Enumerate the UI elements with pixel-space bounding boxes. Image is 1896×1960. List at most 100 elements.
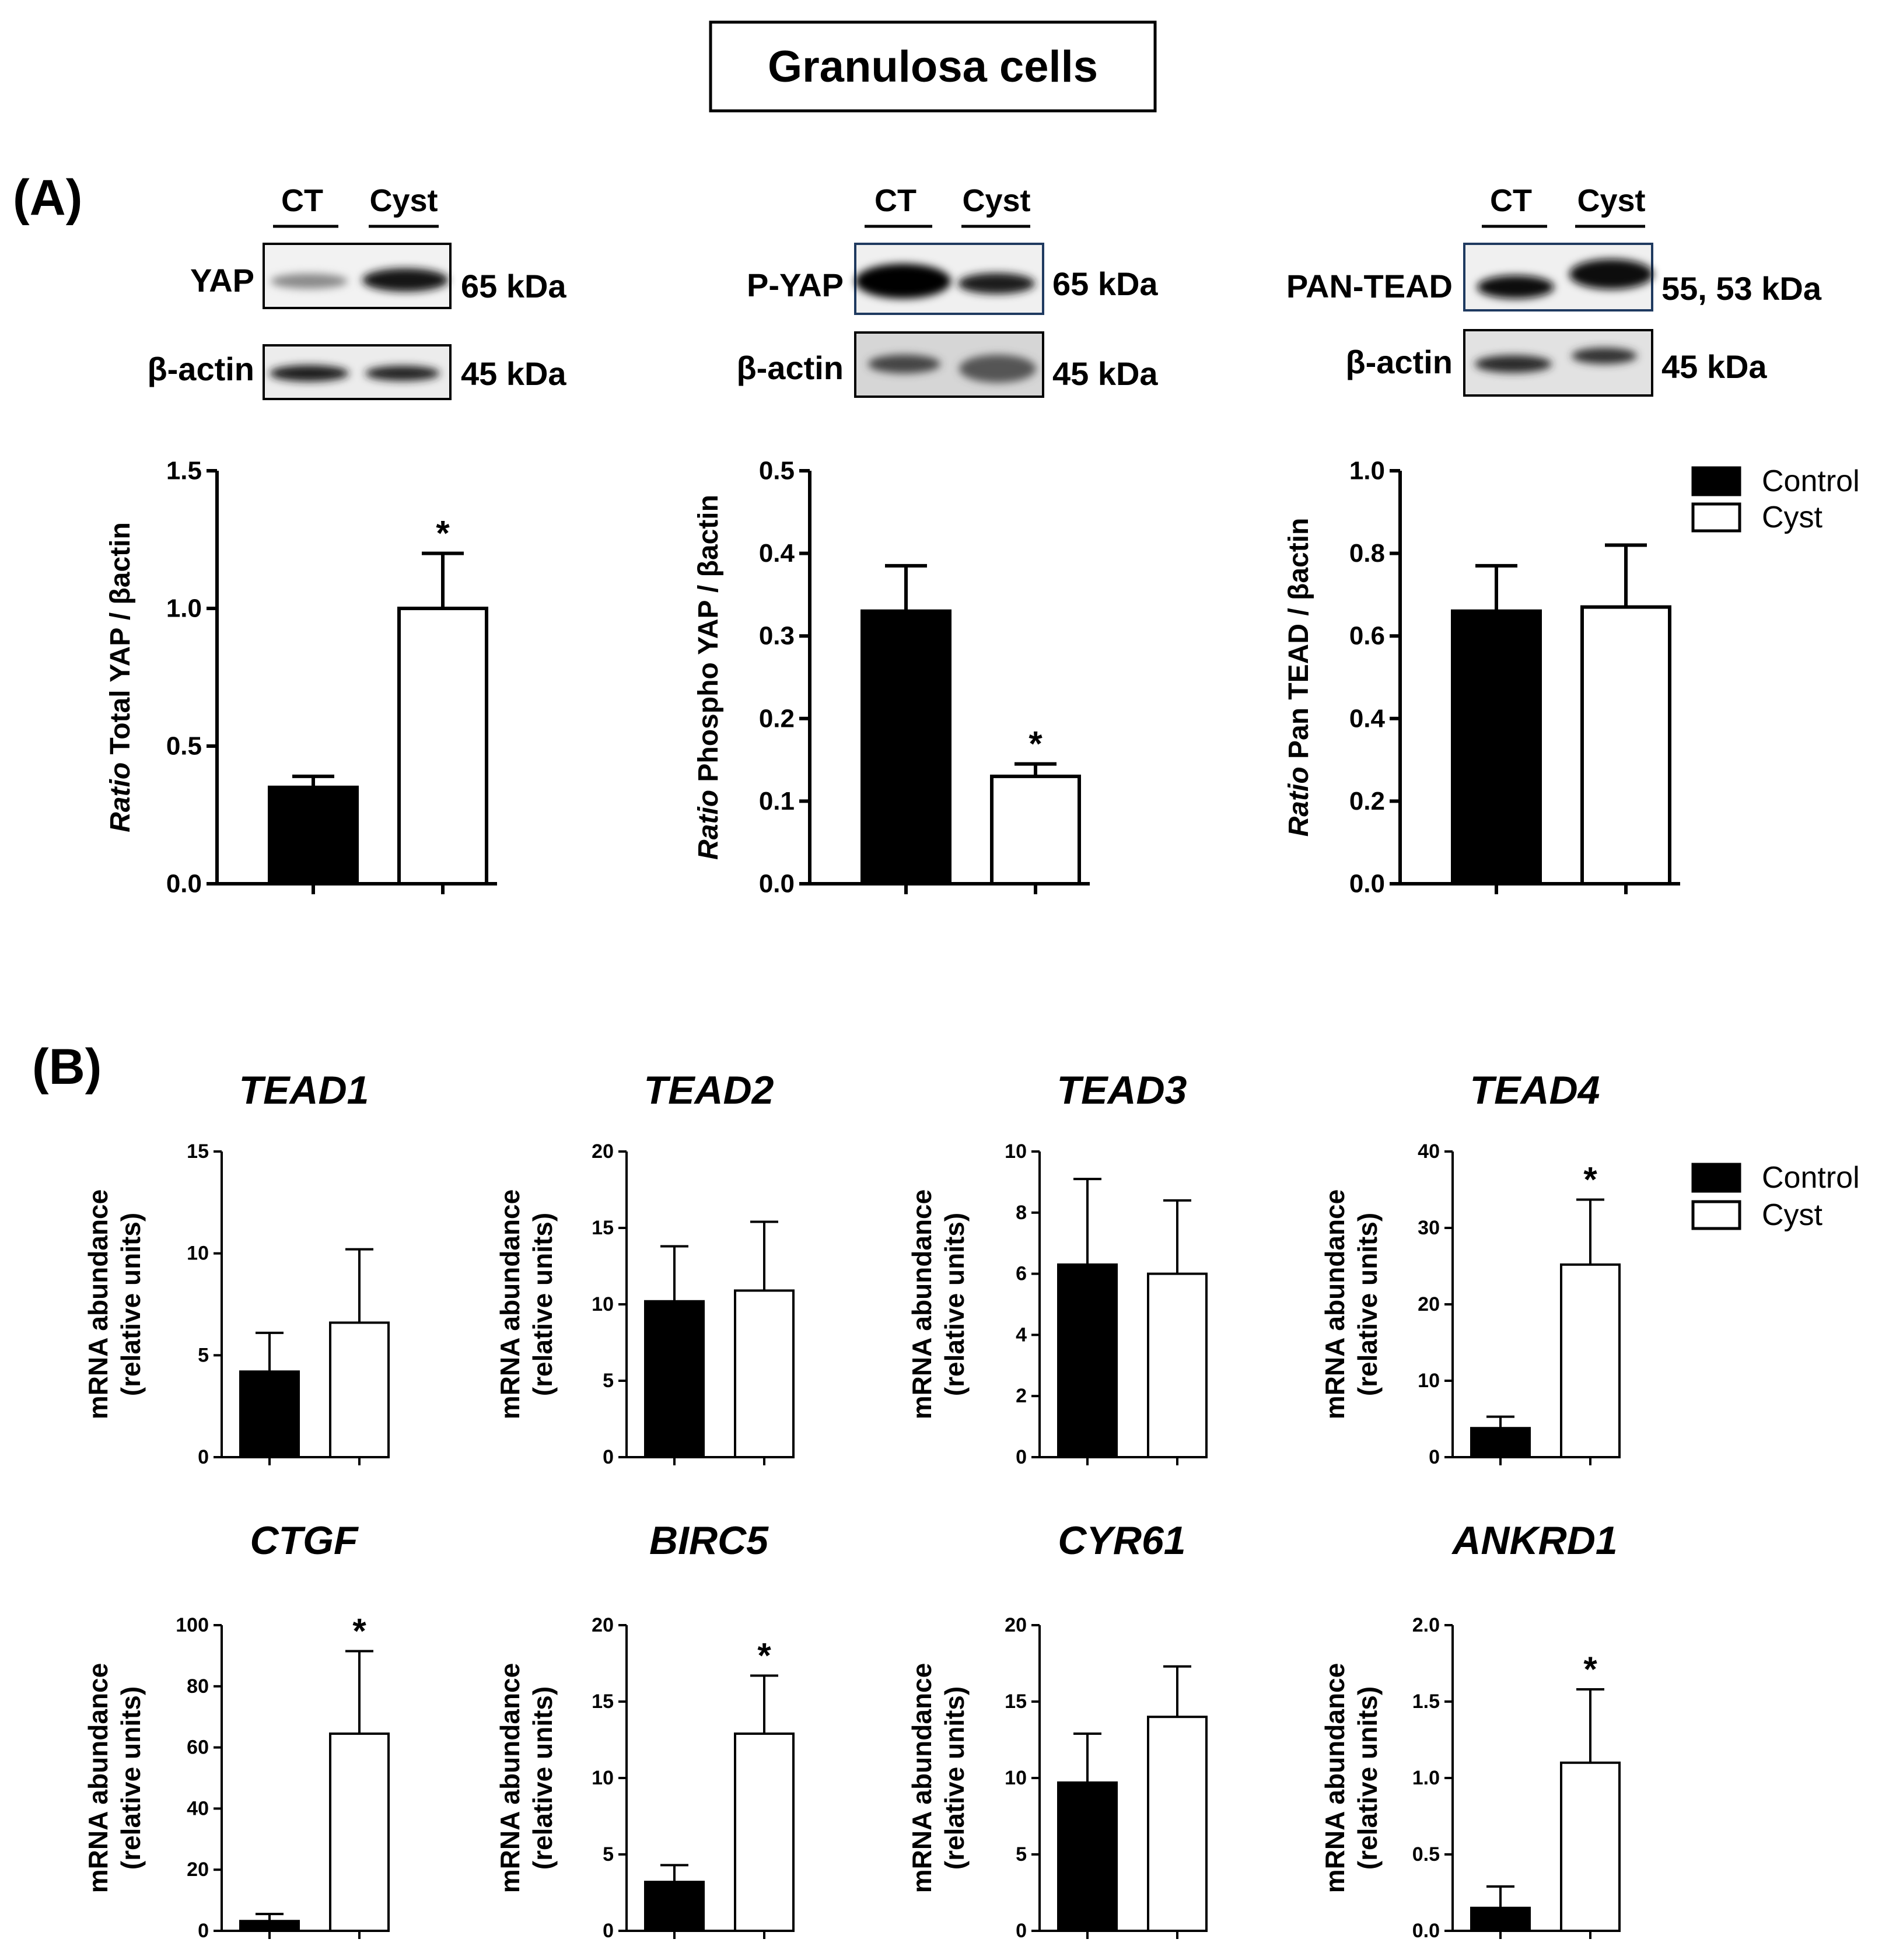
bar-cyst [734, 1289, 795, 1458]
bar-cyst [1560, 1263, 1621, 1458]
y-axis-label: mRNA abundance [495, 1189, 525, 1419]
chart-ctgf: CTGF 0 20 40 60 80 100 mRNA abundance (relative … [83, 1518, 390, 1942]
blot-lane-ct: CT [1490, 183, 1532, 218]
blot-lane-cyst: Cyst [369, 183, 438, 218]
bar-control [860, 609, 952, 886]
chart-birc5: BIRC5 0 5 10 15 20 mRNA abundance (relative uni… [495, 1518, 795, 1942]
blot-band [959, 355, 1036, 383]
blot-kda-label: 65 kDa [1052, 265, 1158, 302]
significance-marker: * [757, 1636, 771, 1675]
y-tick-label: 0 [1016, 1446, 1027, 1468]
blot-band [271, 274, 348, 289]
y-tick-label: 60 [187, 1737, 209, 1759]
y-tick-label: 10 [592, 1293, 614, 1315]
y-tick-label: 1.5 [166, 457, 202, 485]
y-axis-label-units: (relative units) [1352, 1213, 1383, 1396]
y-tick-label: 0 [1429, 1446, 1440, 1468]
blot-band [1572, 348, 1637, 364]
blot-band [270, 365, 349, 382]
significance-marker: * [1583, 1650, 1597, 1689]
y-tick-label: 1.5 [1412, 1690, 1440, 1713]
y-tick-label: 15 [187, 1140, 209, 1163]
panel-label-a: (A) [13, 170, 82, 226]
legend-label-cyst: Cyst [1762, 1198, 1823, 1232]
blot-protein-label: P-YAP [747, 267, 844, 303]
y-axis-label-ratio: Ratio [1283, 759, 1314, 836]
y-tick-label: 10 [1005, 1767, 1027, 1789]
blot-band [855, 264, 951, 299]
bar-cyst [1147, 1716, 1208, 1932]
y-tick-label: 10 [187, 1242, 209, 1265]
y-tick-label: 20 [1005, 1614, 1027, 1636]
western-blot-yap: CT Cyst YAP 65 kDa β-actin 45 kDa [147, 183, 566, 400]
blot-kda-label: 55, 53 kDa [1661, 270, 1822, 307]
legend-label-control: Control [1762, 1161, 1860, 1195]
legend-label-cyst: Cyst [1762, 501, 1823, 534]
blot-lane-cyst: Cyst [962, 183, 1030, 218]
significance-marker: * [1029, 724, 1043, 764]
y-axis-label: mRNA abundance [495, 1663, 525, 1893]
y-tick-label: 40 [187, 1797, 209, 1819]
blot-band [958, 273, 1035, 294]
y-tick-label: 6 [1016, 1263, 1027, 1285]
chart-tead3: TEAD3 0 2 4 6 8 10 mRNA abundance (relative unit… [907, 1068, 1208, 1468]
y-tick-label: 8 [1016, 1202, 1027, 1224]
figure-title-box: Granulosa cells [709, 20, 1157, 113]
y-tick-label: 80 [187, 1675, 209, 1698]
bar-control [644, 1881, 705, 1932]
y-tick-label: 20 [592, 1140, 614, 1163]
bar-control [1451, 609, 1542, 886]
bar-control [1470, 1427, 1531, 1458]
y-axis-label: mRNA abundance [907, 1189, 937, 1419]
legend-label-control: Control [1762, 464, 1860, 498]
chart-tead4: TEAD4 0 10 20 30 40 mRNA abundance (relative un… [1320, 1068, 1621, 1468]
y-axis-label-ratio: Ratio [693, 782, 724, 860]
blot-lane-ct: CT [874, 183, 916, 218]
y-tick-label: 0.0 [759, 870, 795, 898]
y-axis-label-units: (relative units) [527, 1686, 558, 1870]
y-tick-label: 0.4 [1349, 704, 1386, 733]
western-blot-p-yap: CT Cyst P-YAP 65 kDa β-actin 45 kDa [736, 183, 1158, 398]
y-tick-label: 0 [198, 1446, 209, 1468]
y-tick-label: 20 [1418, 1293, 1440, 1315]
bar-cyst [329, 1321, 390, 1458]
y-tick-label: 2 [1016, 1385, 1027, 1407]
y-tick-label: 15 [1005, 1690, 1027, 1713]
chart-pan-tead: 0.0 0.2 0.4 0.6 0.8 1.0 Ratio Pan TEAD / βacti… [1283, 457, 1680, 898]
blot-loading-label: β-actin [736, 349, 844, 386]
chart-title: TEAD2 [644, 1068, 774, 1112]
blot-band [365, 366, 440, 381]
y-tick-label: 1.0 [1412, 1767, 1440, 1789]
y-tick-label: 0.0 [166, 870, 202, 898]
chart-title: CYR61 [1058, 1518, 1185, 1563]
bar-control [644, 1300, 705, 1458]
y-tick-label: 2.0 [1412, 1614, 1440, 1636]
bar-cyst [990, 774, 1081, 886]
y-tick-label: 5 [1016, 1843, 1027, 1866]
y-tick-label: 100 [176, 1614, 209, 1636]
blot-loading-label: β-actin [1345, 344, 1453, 380]
chart-title: TEAD4 [1470, 1068, 1600, 1112]
chart-tead1: TEAD1 0 5 10 15 mRNA abundance (relative units… [83, 1068, 390, 1468]
y-tick-label: 40 [1418, 1140, 1440, 1163]
blot-protein-label: YAP [190, 262, 254, 299]
y-tick-label: 4 [1016, 1324, 1027, 1346]
y-tick-label: 0.0 [1349, 870, 1385, 898]
y-axis-label: mRNA abundance [1320, 1189, 1350, 1419]
significance-marker: * [352, 1612, 366, 1651]
y-tick-label: 5 [603, 1843, 614, 1866]
y-axis-label: mRNA abundance [83, 1189, 113, 1419]
y-tick-label: 20 [592, 1614, 614, 1636]
blot-band [362, 268, 449, 292]
y-axis-label-units: (relative units) [527, 1213, 558, 1396]
blot-loading-label: β-actin [147, 351, 254, 387]
y-axis-label-text: Total YAP / βactin [105, 522, 136, 754]
chart-cyr61: CYR61 0 5 10 15 20 mRNA abundance (relative uni… [907, 1518, 1208, 1942]
bar-control [1057, 1263, 1118, 1458]
blot-band [1569, 259, 1653, 289]
chart-title: ANKRD1 [1451, 1518, 1617, 1563]
bar-cyst [1580, 605, 1671, 886]
figure-title: Granulosa cells [768, 42, 1098, 92]
blot-band [868, 355, 940, 373]
bar-control [239, 1920, 300, 1932]
